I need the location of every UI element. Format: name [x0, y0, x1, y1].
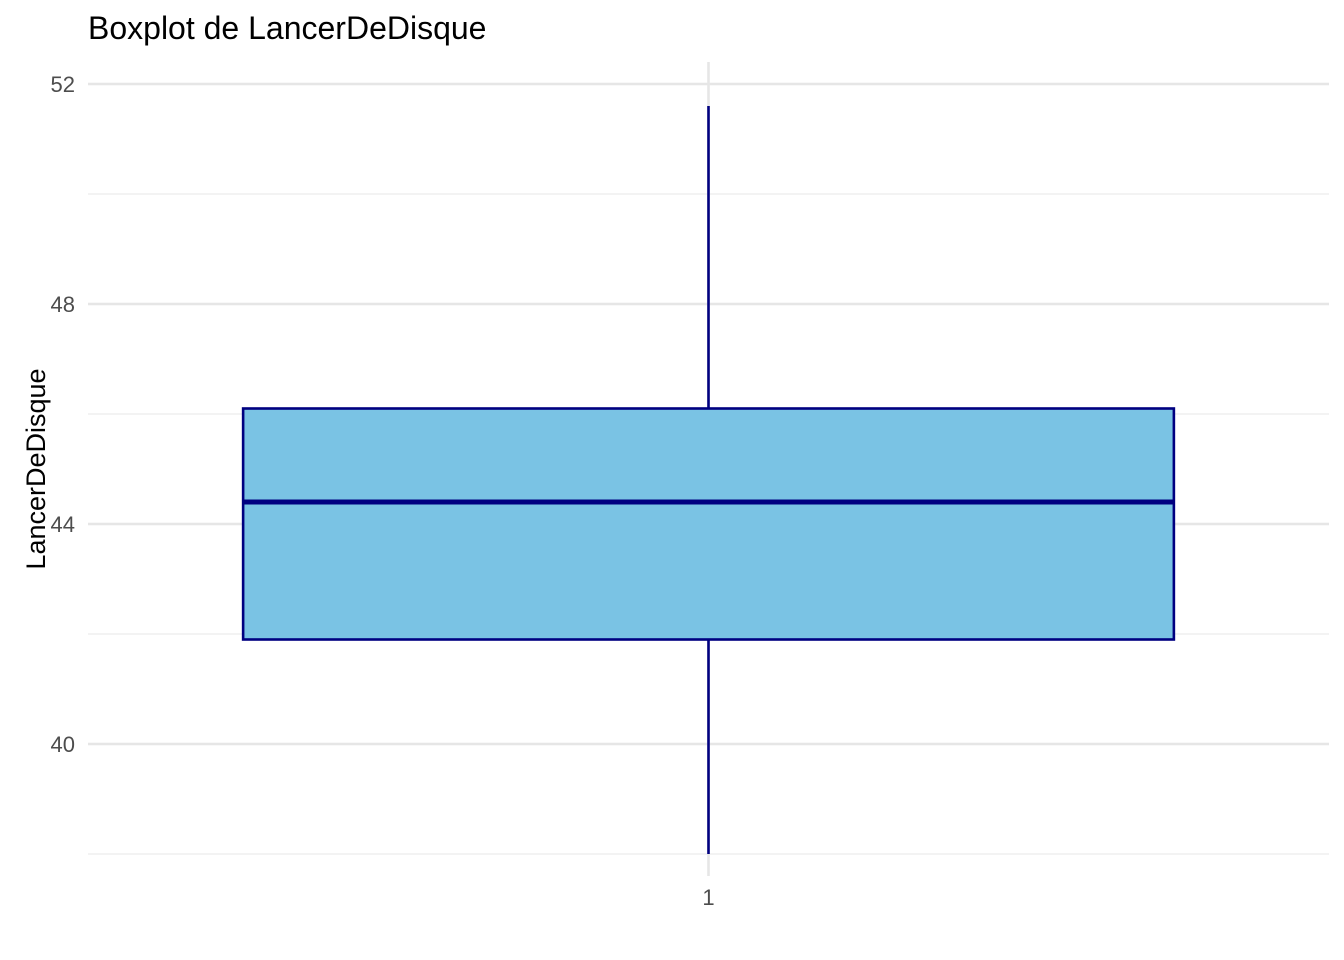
x-axis-ticks: 1	[702, 885, 714, 910]
y-tick-label: 40	[51, 732, 75, 757]
y-tick-label: 52	[51, 72, 75, 97]
chart-title: Boxplot de LancerDeDisque	[88, 10, 486, 46]
y-axis-title: LancerDeDisque	[21, 368, 51, 569]
y-tick-label: 44	[51, 512, 75, 537]
boxplot-layer	[241, 106, 1176, 854]
x-tick-label: 1	[702, 885, 714, 910]
y-axis-ticks: 40 44 48 52	[51, 72, 75, 757]
box-iqr	[241, 407, 1176, 641]
y-tick-label: 48	[51, 292, 75, 317]
